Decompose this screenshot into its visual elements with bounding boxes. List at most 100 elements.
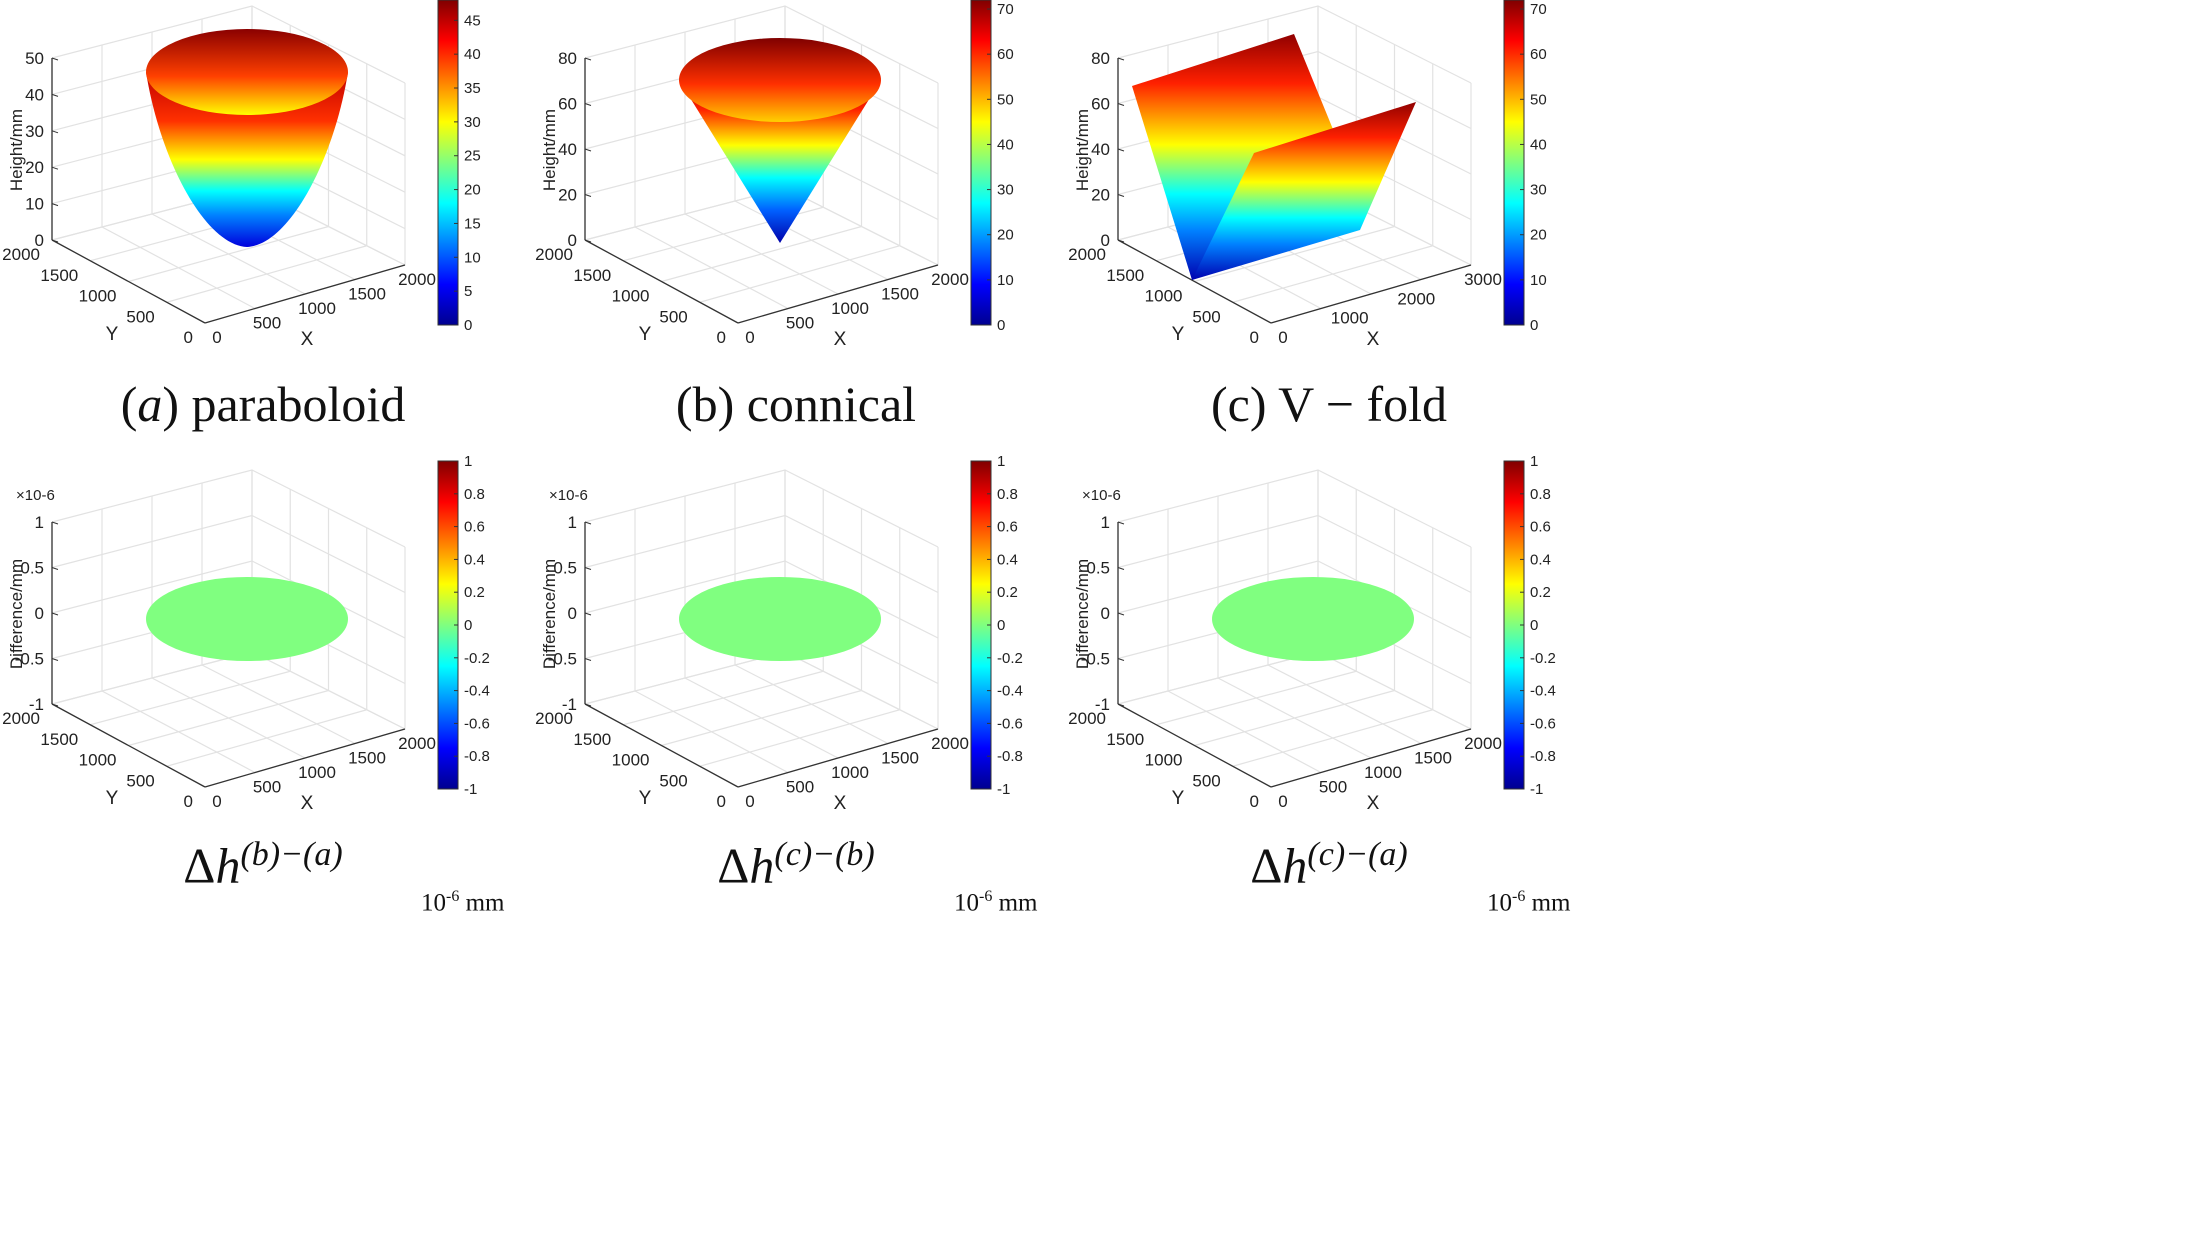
z-tick-label: 1 [1101, 513, 1110, 532]
z-tick-mark [584, 658, 592, 661]
panel-caption: Δh(c)−(b) [717, 836, 874, 895]
colorbar-tick-label: -0.4 [997, 683, 1023, 700]
z-tick-label: -1 [562, 695, 577, 714]
colorbar-tick-label: 50 [997, 91, 1014, 108]
panel-2: 0204060800500100015002000050010001500200… [535, 0, 1014, 350]
caption-sup: (b)−(a) [240, 836, 343, 873]
z-tick-label: 1 [35, 513, 44, 532]
z-tick-label: 0 [568, 231, 577, 250]
colorbar-tick-label: 0.8 [1530, 486, 1551, 503]
z-tick-label: -1 [1095, 695, 1110, 714]
z-tick-label: 40 [558, 140, 577, 159]
x-tick-label: 0 [1278, 792, 1287, 811]
colorbar-tick-label: 0 [1530, 317, 1538, 334]
y-tick-label: 0 [184, 328, 193, 347]
x-axis-line [1270, 264, 1472, 324]
y-tick-label: 1500 [1106, 266, 1144, 285]
y-tick-label: 2000 [1068, 245, 1106, 264]
z-exponent-label: ×10-6 [16, 487, 55, 504]
colorbar-tick-label: 0.6 [997, 519, 1018, 536]
z-tick-mark [51, 93, 59, 97]
z-tick-mark [584, 703, 592, 707]
y-axis-label: Y [639, 788, 652, 809]
panel-1: 0102030405005001000150020000500100015002… [2, 0, 481, 350]
z-tick-label: 80 [1091, 49, 1110, 68]
caption-base: Δ [717, 837, 750, 894]
unit-base: 10 [421, 889, 446, 917]
y-axis-line [584, 239, 739, 324]
colorbar-tick-label: 1 [464, 453, 472, 470]
y-tick-label: 2000 [535, 245, 573, 264]
colorbar-tick-label: 0.4 [1530, 551, 1551, 568]
unit-base: 10 [954, 889, 979, 917]
colorbar-tick-label: 60 [1530, 46, 1547, 63]
x-axis-line [1270, 728, 1472, 788]
cone-surface [679, 80, 881, 243]
z-tick-mark [51, 567, 59, 570]
colorbar-tick-label: 30 [464, 114, 481, 131]
colorbar [970, 0, 992, 326]
y-tick-label: 0 [184, 792, 193, 811]
x-tick-label: 500 [253, 778, 281, 797]
colorbar-tick-label: 70 [1530, 1, 1547, 18]
difference-surface [1212, 577, 1414, 661]
z-tick-mark [51, 612, 59, 616]
z-tick-label: -0.5 [1081, 650, 1110, 669]
z-tick-mark [1117, 703, 1125, 707]
x-tick-label: 1000 [1331, 309, 1369, 328]
z-tick-label: 30 [25, 122, 44, 141]
panel-4: -1-0.500.5105001000150020000500100015002… [2, 453, 490, 814]
colorbar-tick-label: -0.2 [997, 650, 1023, 667]
x-tick-label: 500 [253, 314, 281, 333]
colorbar-tick-label: 0.2 [997, 584, 1018, 601]
z-tick-mark [584, 521, 592, 525]
colorbar-tick-label: 0 [464, 617, 472, 634]
z-tick-mark [584, 612, 592, 616]
x-tick-label: 1000 [1364, 763, 1402, 782]
caption-letter: h [1282, 837, 1308, 894]
colorbar-tick-label: 0.6 [1530, 519, 1551, 536]
colorbar-tick-label: 35 [464, 80, 481, 97]
colorbar-tick-label: -0.8 [1530, 748, 1556, 765]
x-axis-line [204, 264, 406, 324]
colorbar-tick-label: 0.2 [464, 584, 485, 601]
cone-rim [679, 38, 881, 122]
colorbar-tick-label: -0.6 [997, 715, 1023, 732]
colorbar-tick-label: -0.2 [464, 650, 490, 667]
x-axis-label: X [301, 329, 314, 350]
colorbar-tick-label: -1 [464, 781, 477, 798]
colorbar-tick-label: 0.4 [997, 551, 1018, 568]
panel-caption: Δh(b)−(a) [183, 836, 342, 895]
unit-suffix: mm [459, 889, 505, 917]
y-tick-label: 1500 [40, 730, 78, 749]
x-tick-label: 0 [212, 792, 221, 811]
unit-base: 10 [1487, 889, 1512, 917]
colorbar-tick-label: 10 [1530, 272, 1547, 289]
z-tick-label: 0.5 [20, 559, 44, 578]
y-axis-line [51, 239, 206, 324]
colorbar-tick-label: 0 [1530, 617, 1538, 634]
colorbar-tick-label: 0.2 [1530, 584, 1551, 601]
y-tick-label: 500 [659, 771, 687, 790]
x-tick-label: 2000 [931, 734, 969, 753]
colorbar-tick-label: 25 [464, 148, 481, 165]
colorbar-tick-label: 20 [464, 182, 481, 199]
z-tick-mark [1117, 194, 1125, 197]
z-tick-mark [584, 194, 592, 197]
colorbar-tick-label: 0.8 [997, 486, 1018, 503]
paraboloid-rim [146, 29, 348, 115]
colorbar-tick-label: 15 [464, 215, 481, 232]
caption-letter: h [749, 837, 775, 894]
y-tick-label: 500 [659, 307, 687, 326]
colorbar-tick-label: 10 [997, 272, 1014, 289]
y-axis-line [1117, 239, 1272, 324]
x-axis-label: X [1367, 329, 1380, 350]
y-tick-label: 2000 [1068, 709, 1106, 728]
y-tick-label: 500 [1192, 307, 1220, 326]
caption-sup: (c)−(b) [774, 836, 875, 873]
x-tick-label: 1000 [831, 763, 869, 782]
z-tick-label: 80 [558, 49, 577, 68]
z-tick-mark [584, 57, 592, 61]
unit-exponent: -6 [1512, 888, 1526, 905]
y-axis-line [51, 703, 206, 788]
